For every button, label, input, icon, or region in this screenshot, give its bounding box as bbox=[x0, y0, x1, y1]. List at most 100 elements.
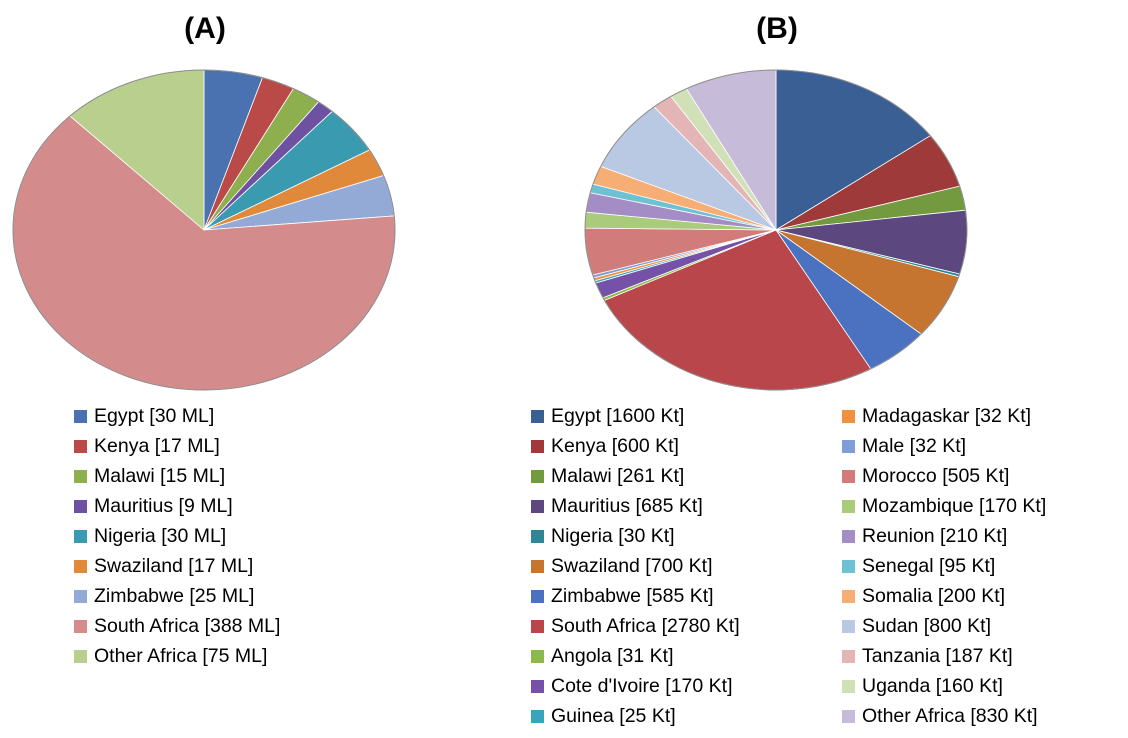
legend-swatch bbox=[74, 409, 87, 423]
legend-label: Male [32 Kt] bbox=[862, 434, 967, 457]
legend-swatch bbox=[842, 589, 855, 603]
legend-label: Other Africa [830 Kt] bbox=[862, 704, 1038, 727]
legend-b-item: Madagaskar [32 Kt] bbox=[842, 401, 1046, 431]
legend-swatch bbox=[74, 439, 87, 453]
legend-swatch bbox=[74, 649, 87, 663]
legend-label: Morocco [505 Kt] bbox=[862, 464, 1010, 487]
legend-a-item: Zimbabwe [25 ML] bbox=[74, 581, 280, 611]
legend-a-item: South Africa [388 ML] bbox=[74, 611, 280, 641]
legend-b-item: Somalia [200 Kt] bbox=[842, 581, 1046, 611]
legend-swatch bbox=[74, 529, 87, 543]
legend-a: Egypt [30 ML] Kenya [17 ML] Malawi [15 ML]… bbox=[74, 401, 280, 671]
legend-label: Kenya [17 ML] bbox=[94, 434, 220, 457]
pie-b-outline bbox=[584, 69, 968, 391]
legend-label: Nigeria [30 Kt] bbox=[551, 524, 675, 547]
legend-b-item: Malawi [261 Kt] bbox=[531, 461, 740, 491]
legend-label: Uganda [160 Kt] bbox=[862, 674, 1003, 697]
legend-label: Angola [31 Kt] bbox=[551, 644, 674, 667]
legend-b-column-2: Madagaskar [32 Kt] Male [32 Kt] Morocco [5… bbox=[842, 401, 1046, 731]
legend-a-item: Egypt [30 ML] bbox=[74, 401, 280, 431]
legend-label: Somalia [200 Kt] bbox=[862, 584, 1006, 607]
legend-swatch bbox=[531, 439, 544, 453]
legend-swatch bbox=[531, 589, 544, 603]
legend-b-item: Reunion [210 Kt] bbox=[842, 521, 1046, 551]
legend-a-item: Malawi [15 ML] bbox=[74, 461, 280, 491]
legend-b-item: South Africa [2780 Kt] bbox=[531, 611, 740, 641]
legend-label: South Africa [388 ML] bbox=[94, 614, 281, 637]
legend-b-item: Guinea [25 Kt] bbox=[531, 701, 740, 731]
legend-swatch bbox=[531, 559, 544, 573]
legend-b-item: Angola [31 Kt] bbox=[531, 641, 740, 671]
legend-swatch bbox=[74, 499, 87, 513]
legend-swatch bbox=[531, 679, 544, 693]
legend-label: Swaziland [700 Kt] bbox=[551, 554, 713, 577]
legend-swatch bbox=[842, 499, 855, 513]
legend-b-item: Zimbabwe [585 Kt] bbox=[531, 581, 740, 611]
legend-label: Senegal [95 Kt] bbox=[862, 554, 996, 577]
legend-b-item: Sudan [800 Kt] bbox=[842, 611, 1046, 641]
legend-b-item: Senegal [95 Kt] bbox=[842, 551, 1046, 581]
legend-a-item: Nigeria [30 ML] bbox=[74, 521, 280, 551]
legend-swatch bbox=[531, 649, 544, 663]
pie-a-outline bbox=[12, 69, 396, 391]
legend-b-item: Mauritius [685 Kt] bbox=[531, 491, 740, 521]
legend-b-item: Mozambique [170 Kt] bbox=[842, 491, 1046, 521]
legend-label: Cote d'Ivoire [170 Kt] bbox=[551, 674, 733, 697]
legend-label: Egypt [30 ML] bbox=[94, 404, 215, 427]
legend-label: Nigeria [30 ML] bbox=[94, 524, 227, 547]
legend-label: Mauritius [685 Kt] bbox=[551, 494, 703, 517]
legend-label: Kenya [600 Kt] bbox=[551, 434, 679, 457]
legend-swatch bbox=[842, 559, 855, 573]
legend-b-column-1: Egypt [1600 Kt] Kenya [600 Kt] Malawi [261… bbox=[531, 401, 740, 731]
legend-swatch bbox=[74, 589, 87, 603]
legend-a-item: Swaziland [17 ML] bbox=[74, 551, 280, 581]
legend-swatch bbox=[531, 469, 544, 483]
legend-swatch bbox=[842, 439, 855, 453]
chart-a-title: (A) bbox=[184, 12, 226, 45]
legend-label: Other Africa [75 ML] bbox=[94, 644, 268, 667]
legend-label: Sudan [800 Kt] bbox=[862, 614, 992, 637]
legend-label: Malawi [15 ML] bbox=[94, 464, 226, 487]
legend-b-item: Egypt [1600 Kt] bbox=[531, 401, 740, 431]
legend-swatch bbox=[531, 619, 544, 633]
legend-label: Mauritius [9 ML] bbox=[94, 494, 233, 517]
legend-swatch bbox=[842, 619, 855, 633]
legend-label: Zimbabwe [25 ML] bbox=[94, 584, 255, 607]
legend-b-item: Tanzania [187 Kt] bbox=[842, 641, 1046, 671]
chart-b-title: (B) bbox=[756, 12, 798, 45]
legend-a-item: Mauritius [9 ML] bbox=[74, 491, 280, 521]
legend-b-item: Cote d'Ivoire [170 Kt] bbox=[531, 671, 740, 701]
legend-b-item: Morocco [505 Kt] bbox=[842, 461, 1046, 491]
legend-b-item: Kenya [600 Kt] bbox=[531, 431, 740, 461]
legend-swatch bbox=[531, 709, 544, 723]
legend-b-item: Other Africa [830 Kt] bbox=[842, 701, 1046, 731]
legend-swatch bbox=[842, 649, 855, 663]
legend-swatch bbox=[74, 559, 87, 573]
legend-label: Reunion [210 Kt] bbox=[862, 524, 1008, 547]
legend-label: South Africa [2780 Kt] bbox=[551, 614, 740, 637]
legend-label: Tanzania [187 Kt] bbox=[862, 644, 1013, 667]
legend-swatch bbox=[842, 409, 855, 423]
legend-swatch bbox=[74, 619, 87, 633]
legend-swatch bbox=[842, 679, 855, 693]
legend-b-item: Nigeria [30 Kt] bbox=[531, 521, 740, 551]
legend-swatch bbox=[842, 709, 855, 723]
legend-label: Zimbabwe [585 Kt] bbox=[551, 584, 714, 607]
legend-swatch bbox=[531, 499, 544, 513]
legend-label: Swaziland [17 ML] bbox=[94, 554, 254, 577]
legend-label: Egypt [1600 Kt] bbox=[551, 404, 685, 427]
legend-a-item: Other Africa [75 ML] bbox=[74, 641, 280, 671]
legend-label: Guinea [25 Kt] bbox=[551, 704, 676, 727]
legend-swatch bbox=[531, 529, 544, 543]
legend-label: Madagaskar [32 Kt] bbox=[862, 404, 1032, 427]
legend-b-item: Uganda [160 Kt] bbox=[842, 671, 1046, 701]
legend-a-item: Kenya [17 ML] bbox=[74, 431, 280, 461]
legend-label: Mozambique [170 Kt] bbox=[862, 494, 1047, 517]
legend-b-item: Male [32 Kt] bbox=[842, 431, 1046, 461]
legend-swatch bbox=[74, 469, 87, 483]
legend-label: Malawi [261 Kt] bbox=[551, 464, 685, 487]
legend-swatch bbox=[531, 409, 544, 423]
legend-swatch bbox=[842, 529, 855, 543]
